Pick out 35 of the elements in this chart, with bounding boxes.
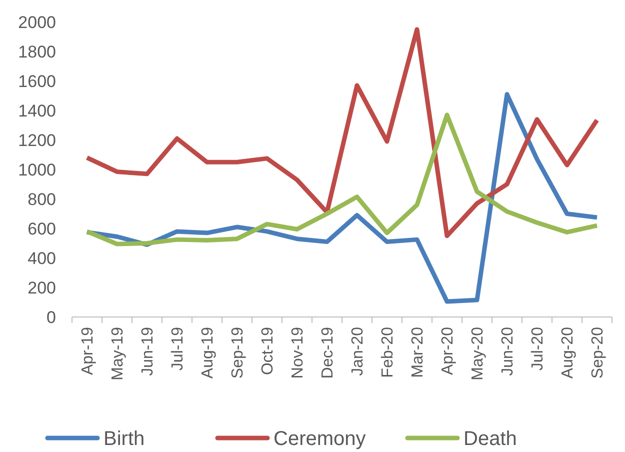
x-tick-label: Sep-19 [230,326,247,379]
x-tick-label: Jun-20 [500,326,517,376]
y-tick-label: 2000 [18,12,56,32]
line-series [84,92,600,304]
x-tick-label: Nov-19 [290,326,307,379]
x-tick-label: Jul-19 [170,326,187,371]
y-tick-label: 1600 [18,72,56,91]
x-tick-label: Aug-19 [200,326,217,379]
x-tick-label: Sep-20 [590,326,607,379]
x-tick-label: Feb-20 [380,326,397,378]
x-tick-label: Apr-19 [80,326,97,376]
x-tick-label: Aug-20 [560,326,577,379]
x-tick-label: Oct-19 [260,326,277,376]
line-series [84,27,600,238]
x-tick-label: Jun-19 [140,326,157,376]
x-tick-label: May-20 [470,326,487,380]
x-tick-label: Mar-20 [410,326,427,378]
y-tick-label: 0 [46,308,56,327]
x-tick-label: Dec-19 [320,326,337,379]
y-tick-label: 1800 [18,42,56,62]
y-tick-label: 800 [28,190,56,209]
legend-label: Ceremony [274,428,366,450]
y-tick-label: 1200 [18,130,56,150]
legend-label: Birth [104,428,145,450]
y-tick-label: 200 [28,278,56,298]
y-tick-label: 1000 [18,160,56,180]
x-tick-label: May-19 [110,326,127,380]
x-tick-label: Apr-20 [440,326,457,376]
y-tick-label: 1400 [18,101,56,120]
y-tick-label: 600 [28,219,56,238]
line-series [84,112,600,246]
y-tick-label: 400 [28,248,56,268]
legend-label: Death [464,428,517,450]
x-tick-label: Jan-20 [350,326,367,376]
x-tick-label: Jul-20 [530,326,547,371]
